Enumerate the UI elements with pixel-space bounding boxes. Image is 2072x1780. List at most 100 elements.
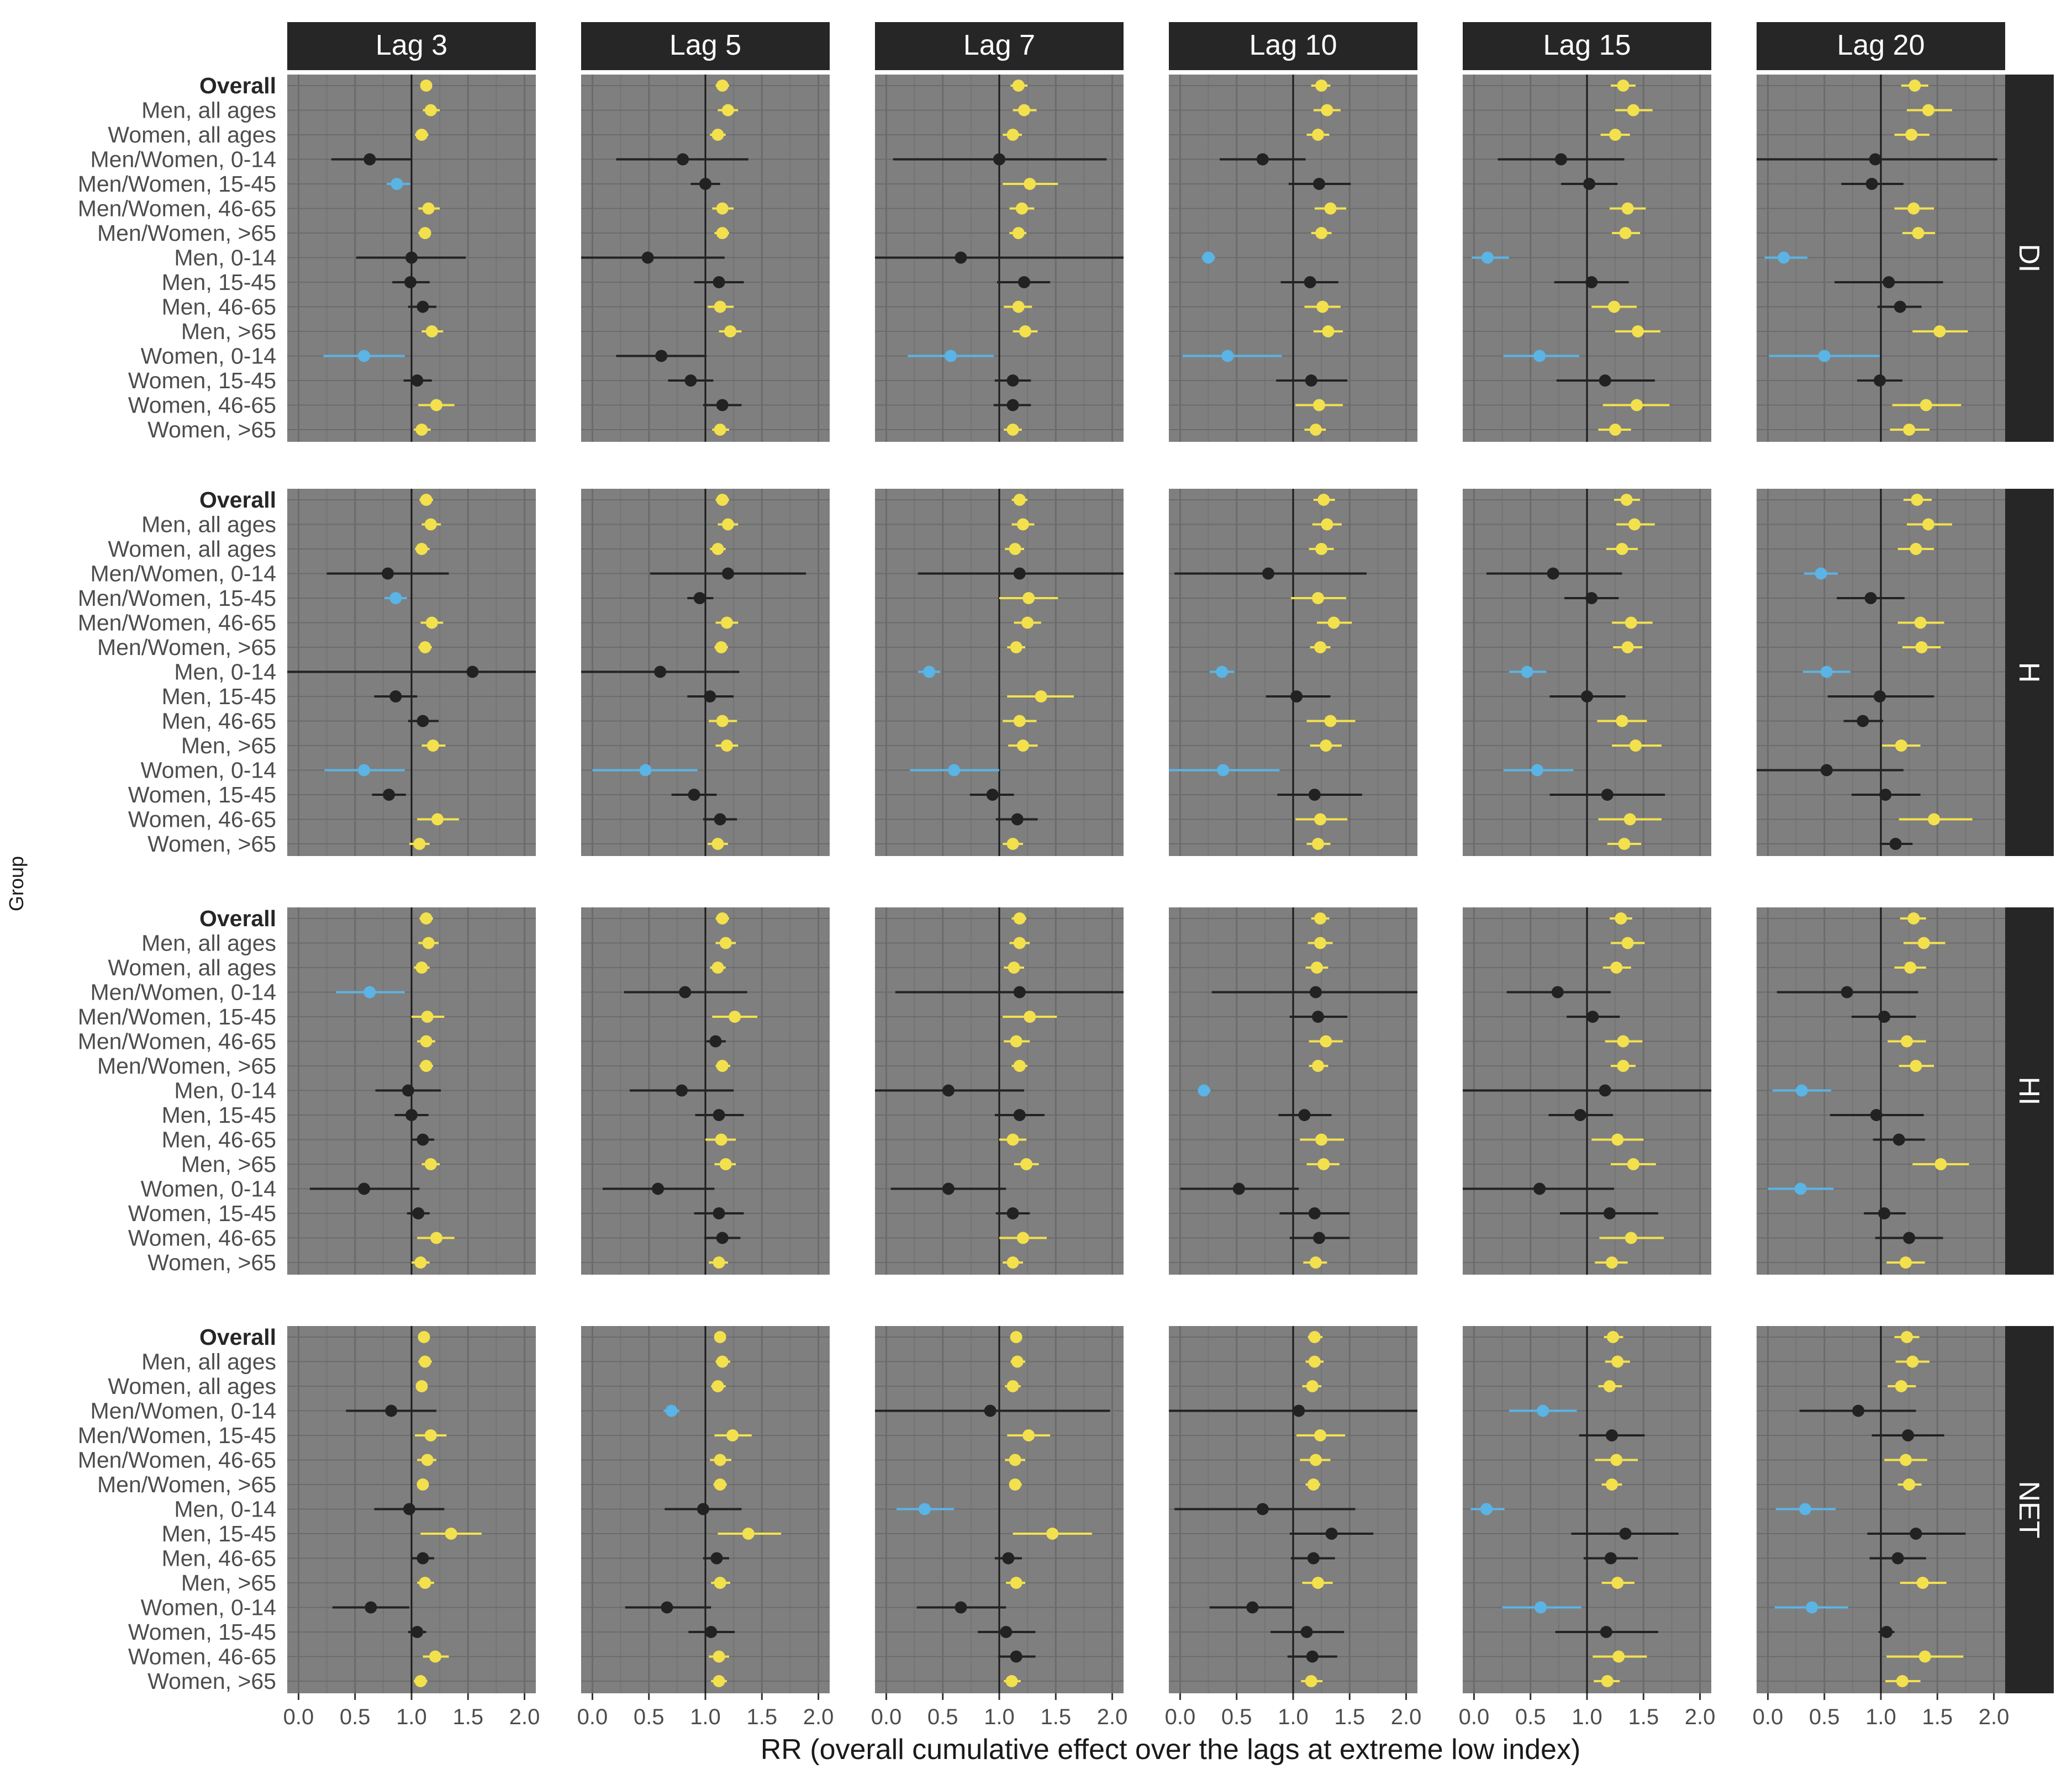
point-estimate <box>1533 1182 1546 1195</box>
column-header-label: Lag 7 <box>963 29 1035 61</box>
group-label: Women, all ages <box>108 1374 276 1399</box>
point-estimate <box>416 715 429 727</box>
point-estimate <box>713 1207 725 1219</box>
group-label: Men/Women, >65 <box>97 1053 276 1079</box>
point-estimate <box>711 962 724 974</box>
column-header-bg <box>1463 22 1711 70</box>
row-strip-label: HI <box>2013 1077 2045 1106</box>
point-estimate <box>1006 374 1019 387</box>
point-estimate <box>1316 300 1329 313</box>
panel-h-lag-7 <box>875 489 1124 856</box>
point-estimate <box>1024 1011 1036 1023</box>
point-estimate <box>720 740 733 752</box>
group-label: Women, all ages <box>108 955 276 980</box>
point-estimate <box>466 665 479 678</box>
point-estimate <box>1315 543 1328 555</box>
point-estimate <box>716 1232 729 1244</box>
point-estimate <box>1314 813 1327 826</box>
point-estimate <box>1290 690 1303 703</box>
point-estimate <box>919 1503 931 1515</box>
panel-hi-lag-7 <box>875 907 1124 1275</box>
point-estimate <box>942 1084 955 1097</box>
point-estimate <box>724 325 736 337</box>
point-estimate <box>424 518 437 531</box>
panel-net-lag-20 <box>1757 1326 2005 1693</box>
point-estimate <box>422 937 435 949</box>
point-estimate <box>1216 665 1229 678</box>
point-estimate <box>1917 937 1930 949</box>
point-estimate <box>416 1478 429 1491</box>
group-label: Women, >65 <box>147 1668 276 1694</box>
point-estimate <box>716 227 729 239</box>
point-estimate <box>705 1626 718 1638</box>
point-estimate <box>714 1577 726 1589</box>
point-estimate <box>425 325 438 337</box>
point-estimate <box>1625 1232 1637 1244</box>
column-header-label: Lag 15 <box>1543 29 1631 61</box>
x-tick-label: 0.5 <box>1515 1705 1546 1729</box>
point-estimate <box>716 494 729 506</box>
point-estimate <box>1013 937 1026 949</box>
point-estimate <box>1019 325 1032 337</box>
point-estimate <box>704 690 716 703</box>
row-strip-label: DI <box>2013 244 2045 273</box>
group-label: Women, 0-14 <box>141 1595 276 1620</box>
point-estimate <box>1312 129 1324 141</box>
point-estimate <box>693 592 706 604</box>
point-estimate <box>426 740 439 752</box>
group-label: Men/Women, 0-14 <box>90 1398 276 1424</box>
group-label: Men, 0-14 <box>174 1497 276 1522</box>
group-label: Overall <box>199 487 276 513</box>
point-estimate <box>424 104 437 117</box>
point-estimate <box>1585 276 1598 288</box>
point-estimate <box>1873 374 1886 387</box>
point-estimate <box>1321 104 1333 117</box>
group-label: Men, all ages <box>141 512 276 537</box>
point-estimate <box>1308 1331 1321 1343</box>
point-estimate <box>1892 1133 1905 1146</box>
x-tick-label: 1.5 <box>1334 1705 1365 1729</box>
point-estimate <box>365 1601 377 1614</box>
x-tick-label: 2.0 <box>1979 1705 2010 1729</box>
point-estimate <box>1535 1601 1547 1614</box>
point-estimate <box>1870 1109 1883 1121</box>
point-estimate <box>716 202 729 215</box>
column-header-lag-5: Lag 5 <box>581 22 830 70</box>
row-strip-di: DI <box>2004 75 2054 442</box>
point-estimate <box>721 567 734 580</box>
x-tick-label: 0.0 <box>871 1705 902 1729</box>
point-estimate <box>1857 715 1869 727</box>
panel-h-lag-3 <box>287 489 536 856</box>
point-estimate <box>1006 424 1019 436</box>
point-estimate <box>714 1331 726 1343</box>
point-estimate <box>714 1478 726 1491</box>
point-estimate <box>1012 80 1025 92</box>
point-estimate <box>661 1601 673 1614</box>
point-estimate <box>1537 1404 1549 1417</box>
point-estimate <box>420 494 433 506</box>
point-estimate <box>665 1404 678 1417</box>
x-tick-label: 1.0 <box>1865 1705 1896 1729</box>
point-estimate <box>945 350 957 362</box>
x-tick-label: 1.0 <box>396 1705 427 1729</box>
point-estimate <box>1852 1404 1865 1417</box>
point-estimate <box>430 1232 442 1244</box>
x-tick-label: 1.5 <box>1628 1705 1659 1729</box>
point-estimate <box>1603 1380 1616 1392</box>
point-estimate <box>1308 1207 1321 1219</box>
point-estimate <box>711 838 724 850</box>
point-estimate <box>1320 740 1332 752</box>
point-estimate <box>415 1380 428 1392</box>
point-estimate <box>716 912 729 925</box>
group-label: Women, 46-65 <box>128 393 276 418</box>
point-estimate <box>1309 424 1322 436</box>
point-estimate <box>1020 1158 1033 1170</box>
point-estimate <box>1016 740 1029 752</box>
point-estimate <box>1609 424 1622 436</box>
point-estimate <box>422 202 435 215</box>
point-estimate <box>1907 202 1920 215</box>
point-estimate <box>1621 641 1634 653</box>
point-estimate <box>1325 1528 1338 1540</box>
point-estimate <box>655 350 668 362</box>
